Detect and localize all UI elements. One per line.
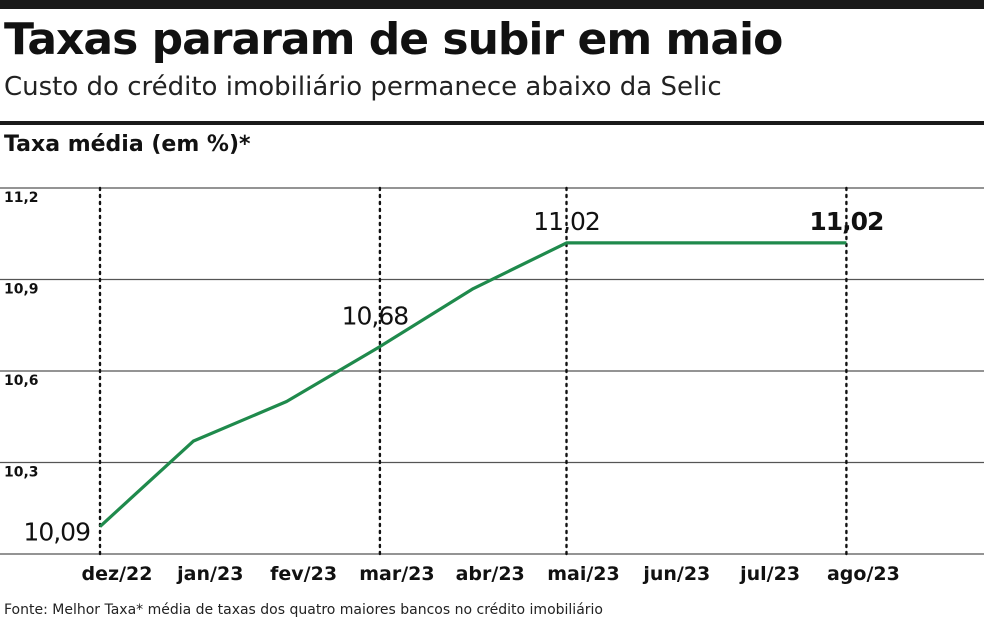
series-line <box>98 241 847 528</box>
data-label-ago-23: 11,02 <box>809 207 883 236</box>
x-tick-label: jul/23 <box>739 563 800 585</box>
x-tick-label: ago/23 <box>827 563 900 585</box>
line-chart: 11,2 10,9 10,6 10,3 dez/22 jan/23 fev/23 mar/23… <box>0 186 984 585</box>
data-label-mar-23: 10,68 <box>342 302 409 331</box>
data-label-dez-22: 10,09 <box>23 518 90 547</box>
top-bar <box>0 0 984 9</box>
data-label-mai-23: 11,02 <box>533 207 600 236</box>
x-tick-label: jan/23 <box>176 563 243 585</box>
source-note: Fonte: Melhor Taxa* média de taxas dos q… <box>4 602 603 618</box>
y-tick-label: 11,2 <box>4 190 39 206</box>
y-tick-label: 10,6 <box>4 373 39 389</box>
x-tick-label: abr/23 <box>456 563 525 585</box>
x-tick-label: mar/23 <box>359 563 434 585</box>
x-tick-label: dez/22 <box>82 563 153 585</box>
chart-subtitle: Custo do crédito imobiliário permanece a… <box>4 72 722 102</box>
x-tick-label: fev/23 <box>270 563 337 585</box>
y-tick-label: 10,9 <box>4 282 39 298</box>
chart-title: Taxas pararam de subir em maio <box>4 14 783 65</box>
x-tick-label: mai/23 <box>547 563 620 585</box>
y-tick-label: 10,3 <box>4 465 39 481</box>
y-axis-label: Taxa média (em %)* <box>4 132 251 157</box>
header-rule <box>0 121 984 125</box>
x-tick-label: jun/23 <box>642 563 710 585</box>
